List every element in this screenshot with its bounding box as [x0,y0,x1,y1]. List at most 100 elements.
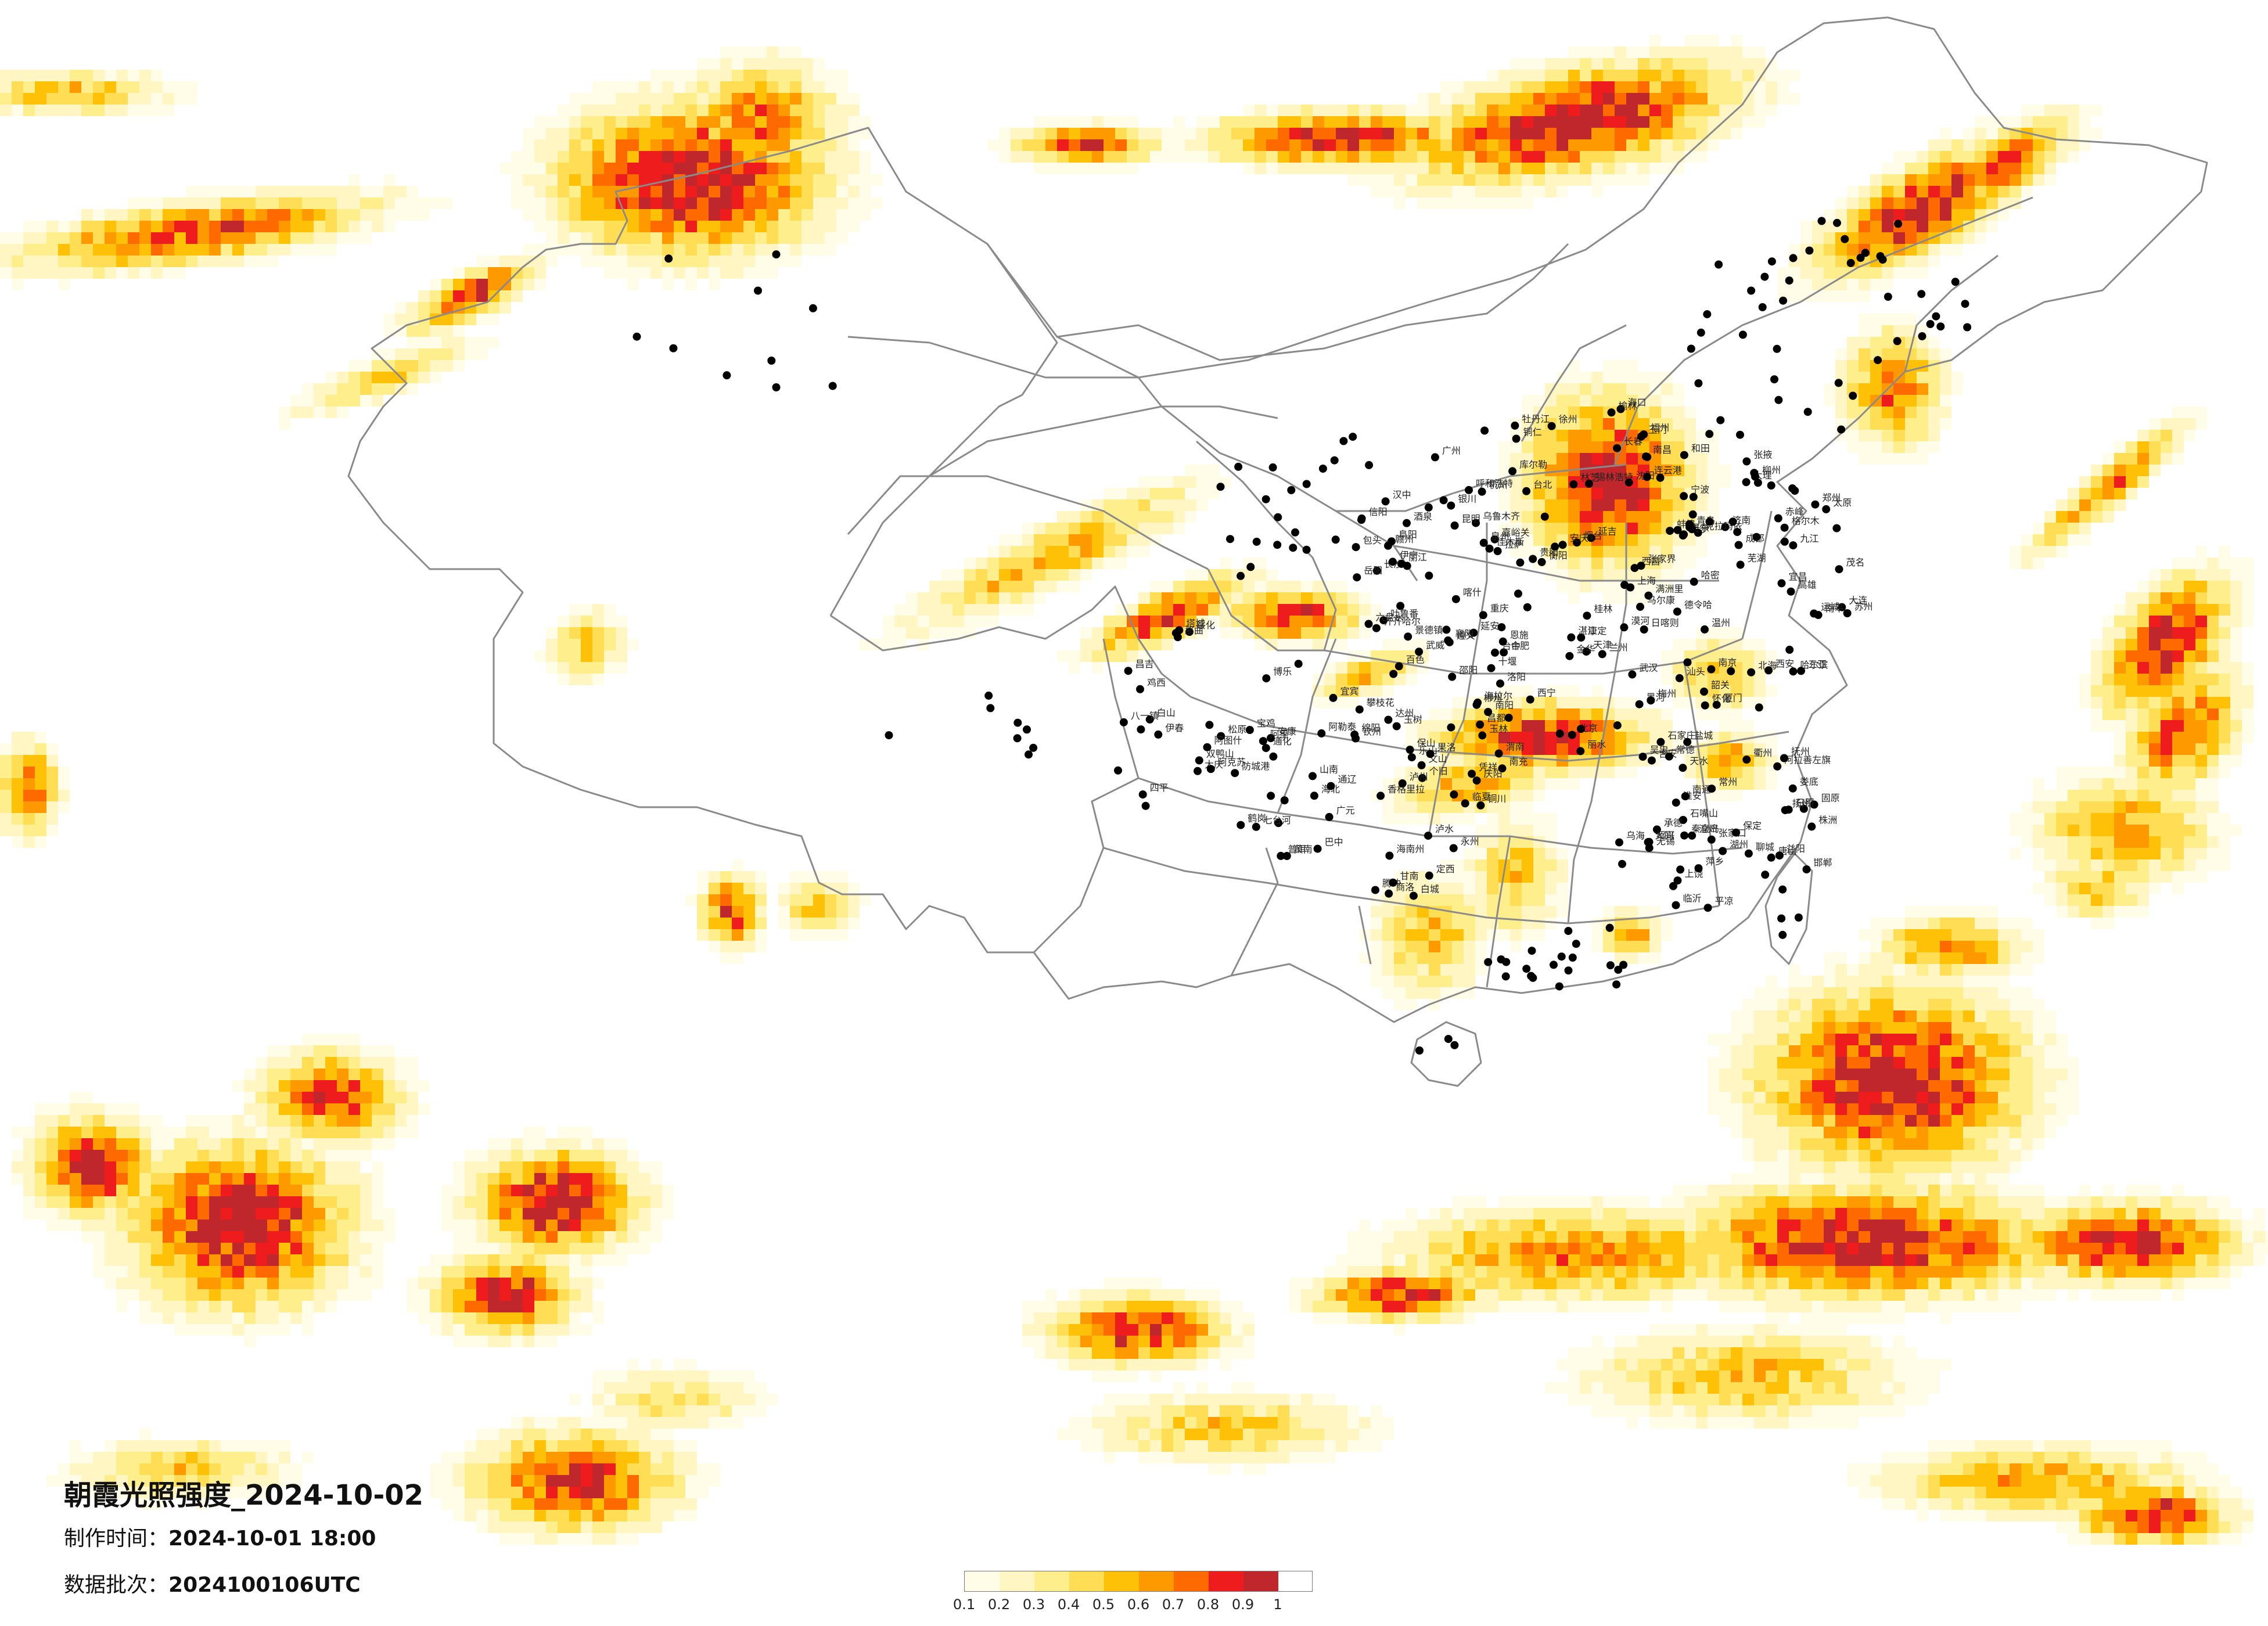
city-dot [1494,749,1503,758]
city-dot [1424,503,1433,512]
city-dot [1418,774,1426,782]
city-dot [1613,721,1622,730]
city-label: 福州 [1651,422,1669,433]
city-dot [1917,290,1926,298]
city-label: 鸡西 [1147,677,1166,688]
city-dot [1325,812,1334,821]
city-dot [1805,246,1814,255]
city-dot [1728,517,1737,526]
city-label: 温州 [1712,617,1730,628]
city-dot [1029,743,1038,752]
city-dot [1680,451,1688,459]
city-dot [1678,764,1687,772]
city-dot [1514,589,1522,598]
city-dot [1540,512,1549,521]
city-dot [767,357,776,365]
city-dot [1444,1035,1453,1044]
city-dot [1785,276,1793,285]
city-dot [1605,923,1614,932]
city-dot [1372,566,1381,575]
city-label: 徐州 [1559,414,1577,425]
city-label: 银川 [1458,494,1476,505]
city-label: 海南州 [1396,844,1424,855]
city-dot [1767,481,1775,490]
border-line [1102,638,1140,779]
city-dot [1742,457,1751,466]
city-dot [1564,966,1573,975]
city-dot [1618,859,1626,868]
city-label: 烟台 [1584,530,1602,541]
city-dot [1788,784,1797,793]
city-dot [1551,542,1559,551]
city-dot [1656,738,1665,746]
city-dot [1384,715,1393,724]
city-label: 张家界 [1648,553,1676,564]
city-label: 漠河 [1631,615,1649,626]
city-label: 康定 [1588,625,1606,636]
city-label: 庆阳 [1484,768,1503,779]
city-dot [1269,752,1278,761]
city-dot [1817,217,1826,225]
city-dot [1508,467,1517,476]
city-label: 南充 [1509,756,1528,767]
city-dot [1329,693,1338,702]
legend-swatch [1034,1571,1069,1591]
city-dot [1747,286,1756,295]
city-label: 昌都 [1487,713,1505,724]
legend-swatches [964,1571,1313,1592]
city-dot [1932,312,1940,321]
city-dot [1598,650,1606,659]
city-dot [984,691,993,700]
city-dot [1572,940,1580,948]
city-dot [1687,344,1695,353]
city-dot [664,254,673,263]
city-label: 嘉峪关 [1502,527,1530,538]
city-dot [1516,558,1525,567]
city-dot [1330,456,1339,465]
city-dot [1526,695,1534,704]
border-line [847,475,1209,570]
city-dot [1642,473,1651,481]
city-dot [1673,526,1682,534]
city-label: 固原 [1821,793,1840,804]
city-dot [1365,461,1374,469]
city-dot [1497,623,1506,632]
city-dot [1703,904,1712,912]
city-label: 武汉 [1639,662,1658,673]
city-dot [1755,703,1763,712]
city-label: 海拉尔 [1485,690,1512,702]
city-label: 玉林 [1489,723,1508,734]
city-dot [1712,700,1721,709]
city-dot [1487,664,1496,672]
city-dot [1484,708,1493,716]
city-label: 南通 [1692,784,1711,795]
city-label: 四平 [1150,782,1169,793]
city-label: 重庆 [1490,603,1509,614]
city-dot [723,371,731,380]
city-dot [1688,525,1696,534]
city-dot [1577,633,1586,642]
city-dot [1606,961,1615,970]
city-dot [1350,731,1359,739]
city-label: 永州 [1461,836,1479,847]
city-label: 湖州 [1730,839,1748,850]
city-dot [1689,492,1698,501]
map-title: 朝霞光照强度_2024-10-02 [64,1479,424,1512]
city-label: 通化 [1273,736,1292,747]
city-label: 松原 [1228,724,1246,735]
city-label: 黄南 [1294,844,1313,855]
city-dot [1963,323,1972,332]
city-label: 吴忠 [1650,744,1669,756]
city-label: 南阳 [1495,700,1514,711]
city-dot [1675,674,1684,682]
city-label: 吐鲁番 [1390,608,1418,619]
city-label: 八一镇 [1131,710,1159,721]
city-label: 苏州 [1854,601,1873,612]
city-dot [1309,772,1317,780]
city-dot [1884,293,1892,301]
city-dot [1141,801,1150,810]
city-label: 绵阳 [1361,722,1380,733]
legend-swatch [1139,1571,1174,1591]
city-dot [1753,479,1762,487]
city-dot [1448,672,1457,681]
